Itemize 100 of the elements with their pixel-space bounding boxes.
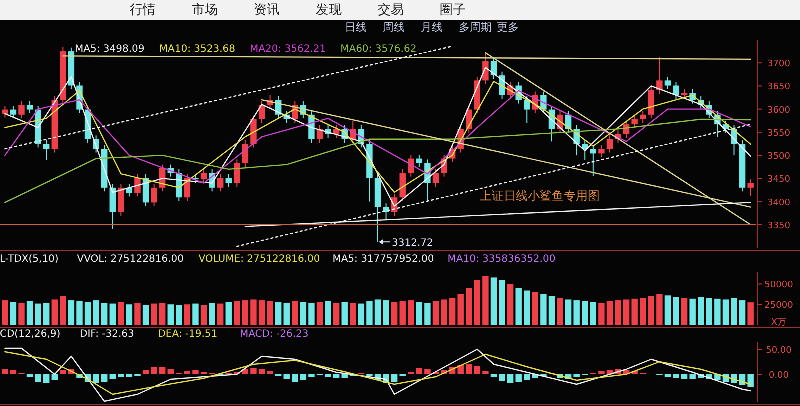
- bar: [142, 305, 150, 325]
- line-series: [4, 118, 752, 204]
- bar: [76, 301, 83, 325]
- text: MA10: 3523.68: [159, 44, 236, 55]
- bar: [184, 372, 191, 374]
- candlestick: [632, 115, 638, 129]
- text: CD(12,26,9): [0, 329, 61, 340]
- bar: [540, 294, 547, 325]
- text: VOLUME: 275122816.00: [198, 254, 320, 265]
- bar: [110, 374, 116, 380]
- bar: [391, 302, 398, 325]
- y-tick-label: 50000: [764, 280, 794, 291]
- bar: [632, 298, 638, 325]
- bar: [391, 374, 398, 382]
- candlestick: [26, 100, 34, 114]
- bar: [159, 302, 166, 325]
- bar: [126, 374, 133, 378]
- bar: [43, 302, 50, 325]
- candlestick: [606, 135, 614, 154]
- bar: [366, 301, 373, 325]
- candlestick: [2, 106, 8, 118]
- bar: [615, 300, 622, 325]
- bar: [234, 301, 240, 325]
- bar: [159, 367, 166, 374]
- candlestick: [234, 159, 240, 188]
- bar: [35, 374, 42, 382]
- bar: [142, 370, 150, 374]
- text: 周线: [383, 21, 405, 34]
- bar: [490, 278, 498, 325]
- bar: [598, 372, 605, 374]
- bar: [84, 302, 92, 325]
- bar: [441, 300, 448, 325]
- bar: [101, 374, 108, 382]
- bar: [300, 302, 307, 325]
- bar: [582, 301, 588, 325]
- bar: [474, 280, 481, 325]
- y-tick-label: 3600: [768, 106, 791, 116]
- bar: [126, 304, 133, 325]
- bar: [432, 301, 440, 325]
- text: 更多: [497, 21, 519, 34]
- bar: [565, 300, 572, 325]
- text: MACD: -26.23: [240, 329, 309, 340]
- bar: [342, 374, 348, 378]
- bar: [424, 370, 431, 374]
- bar: [10, 302, 17, 325]
- bar: [690, 298, 696, 325]
- bar: [408, 300, 414, 325]
- bar: [466, 364, 472, 374]
- bar: [52, 300, 58, 325]
- candlestick: [432, 168, 440, 188]
- bar: [93, 374, 100, 384]
- bar: [466, 288, 472, 325]
- bar: [60, 370, 66, 374]
- bar: [681, 374, 688, 380]
- bar: [308, 302, 315, 325]
- candlestick: [10, 106, 17, 120]
- text: 市场: [192, 3, 218, 18]
- bar: [673, 374, 680, 378]
- bar: [93, 300, 100, 325]
- text: MA20: 3562.21: [250, 44, 326, 55]
- candlestick: [664, 76, 672, 90]
- bar: [192, 370, 199, 374]
- candlestick: [656, 57, 663, 95]
- bar: [474, 366, 481, 374]
- bar: [358, 304, 365, 325]
- y-tick-label: 3400: [768, 198, 791, 208]
- bar: [242, 300, 249, 325]
- text: 月线: [421, 21, 443, 34]
- bar: [18, 302, 25, 325]
- y-tick-label: 3500: [768, 152, 791, 162]
- bar: [574, 374, 580, 378]
- bar: [333, 302, 340, 325]
- text: MA60: 3576.62: [340, 44, 417, 55]
- candlestick: [416, 154, 423, 168]
- bar: [101, 302, 108, 325]
- bar: [226, 302, 232, 325]
- bar: [267, 372, 274, 374]
- bar: [722, 300, 730, 325]
- bar: [68, 300, 75, 325]
- bar: [350, 302, 356, 325]
- candlestick: [524, 96, 530, 124]
- text: MA5: 317757952.00: [332, 254, 434, 265]
- text: VVOL: 275122816.00: [77, 254, 184, 265]
- bar: [2, 370, 8, 374]
- bar: [168, 304, 174, 325]
- bar: [574, 300, 580, 325]
- bar: [292, 301, 298, 325]
- bar: [731, 298, 738, 325]
- text: 交易: [378, 2, 404, 18]
- text: 上证日线小鲨鱼专用图: [480, 189, 600, 203]
- bar: [250, 368, 257, 374]
- bar: [748, 374, 754, 388]
- bar: [10, 370, 17, 374]
- bar: [26, 301, 34, 325]
- bar: [524, 290, 530, 325]
- candlestick: [598, 144, 605, 158]
- y-tick-label: 3450: [768, 175, 791, 186]
- bar: [209, 302, 216, 325]
- text: L-TDX(5,10): [0, 254, 59, 265]
- bar: [548, 296, 556, 325]
